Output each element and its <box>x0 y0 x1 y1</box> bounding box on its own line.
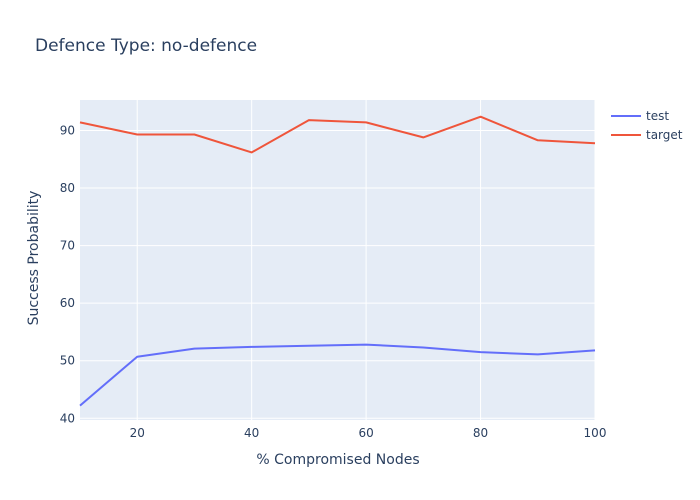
legend: test target <box>611 109 683 142</box>
x-tick-label: 40 <box>244 426 259 440</box>
y-tick-label: 90 <box>60 124 75 138</box>
x-tick-label: 100 <box>584 426 607 440</box>
y-tick-label: 80 <box>60 181 75 195</box>
legend-item-target[interactable]: target <box>611 128 683 142</box>
series-layer <box>79 115 596 407</box>
x-axis-label: % Compromised Nodes <box>256 452 419 468</box>
y-tick-label: 60 <box>60 296 75 310</box>
plot-area <box>80 100 595 420</box>
x-tick-labels: 20 40 60 80 100 <box>130 426 607 440</box>
series-line-test <box>79 343 596 407</box>
legend-label: test <box>646 109 669 123</box>
y-tick-labels: 40 50 60 70 80 90 <box>60 124 75 426</box>
x-tick-label: 60 <box>358 426 373 440</box>
y-axis-label: Success Probability <box>26 191 42 326</box>
x-tick-label: 80 <box>473 426 488 440</box>
x-tick-label: 20 <box>130 426 145 440</box>
chart-title: Defence Type: no-defence <box>35 36 257 56</box>
y-tick-label: 50 <box>60 354 75 368</box>
y-tick-label: 40 <box>60 411 75 425</box>
series-line-target <box>79 115 596 154</box>
gridlines <box>80 100 596 420</box>
y-tick-label: 70 <box>60 239 75 253</box>
legend-label: target <box>646 128 683 142</box>
legend-item-test[interactable]: test <box>611 109 669 123</box>
